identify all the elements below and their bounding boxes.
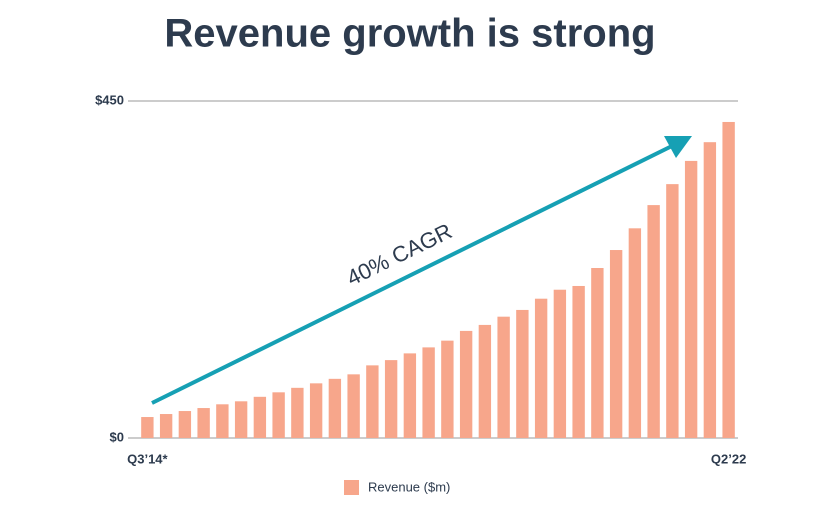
- bar: [684, 160, 698, 438]
- bar: [666, 184, 679, 438]
- bar: [366, 365, 379, 438]
- bar: [422, 347, 435, 438]
- bar: [347, 374, 360, 438]
- bar: [197, 408, 210, 438]
- bar: [384, 360, 398, 438]
- bar: [234, 401, 248, 438]
- bar: [647, 205, 660, 438]
- chart-title: Revenue growth is strong: [164, 12, 655, 56]
- bar: [159, 414, 173, 438]
- bar: [478, 324, 492, 438]
- bar: [216, 404, 229, 438]
- bar: [291, 387, 304, 438]
- legend-swatch: [344, 480, 359, 495]
- bar: [553, 289, 567, 438]
- bar: [178, 411, 192, 438]
- bar: [609, 250, 623, 438]
- arrow-head: [664, 136, 692, 158]
- bar: [497, 316, 510, 438]
- bar: [253, 396, 267, 438]
- x-tick-label: Q2’22: [711, 451, 746, 466]
- bar: [628, 228, 642, 438]
- legend-label: Revenue ($m): [368, 479, 450, 494]
- x-tick-label: Q3’14*: [127, 451, 168, 466]
- bar: [591, 268, 604, 438]
- bar: [141, 417, 154, 438]
- bar: [309, 383, 323, 438]
- bar: [403, 353, 417, 438]
- bar: [722, 121, 735, 439]
- y-tick-label: $0: [110, 429, 124, 444]
- bar: [534, 298, 548, 438]
- bar: [272, 392, 285, 438]
- cagr-arrow: [151, 142, 677, 405]
- bar: [572, 285, 585, 438]
- bar: [459, 330, 473, 438]
- y-tick-label: $450: [95, 92, 124, 107]
- bar: [703, 142, 717, 438]
- bar: [516, 309, 529, 438]
- bar: [441, 340, 454, 438]
- bar: [328, 378, 342, 438]
